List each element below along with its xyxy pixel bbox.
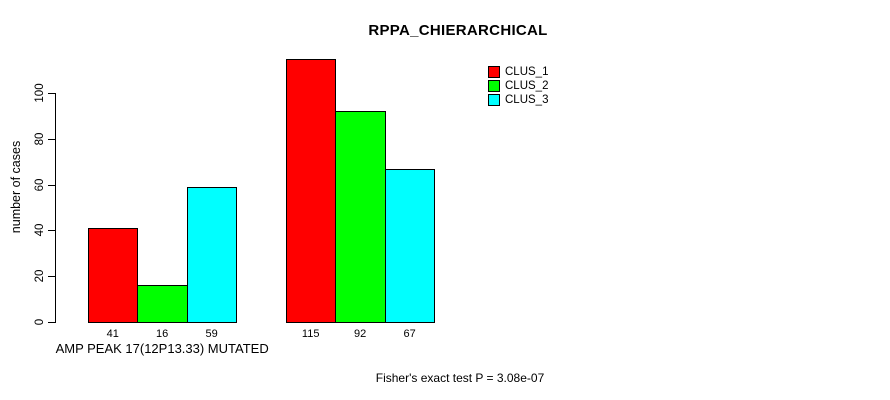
- legend-label: CLUS_2: [505, 80, 549, 92]
- bar-clus_3-group2: [384, 168, 436, 323]
- bar-value-label: 115: [301, 328, 320, 340]
- legend-swatch-clus_3: [488, 94, 500, 106]
- y-axis-tick: [48, 276, 55, 278]
- y-axis-tick: [48, 138, 55, 140]
- legend-item: CLUS_2: [488, 79, 548, 93]
- fisher-test-annotation: Fisher's exact test P = 3.08e-07: [375, 371, 545, 385]
- legend-swatch-clus_2: [488, 80, 500, 92]
- bar-value-label: 16: [156, 328, 169, 340]
- y-axis-line: [55, 93, 56, 323]
- y-axis-tick-label: 60: [34, 178, 46, 191]
- bar-value-label: 41: [106, 328, 119, 340]
- y-axis-tick-label: 100: [34, 83, 46, 103]
- y-axis-tick-label: 20: [34, 269, 46, 283]
- y-axis-tick: [48, 230, 55, 232]
- y-axis-tick: [48, 184, 55, 186]
- x-axis-category-label: AMP PEAK 17(12P13.33) MUTATED: [55, 341, 269, 356]
- bar-clus_2-group1: [137, 285, 188, 323]
- y-axis-tick: [48, 322, 55, 323]
- legend-label: CLUS_1: [505, 66, 549, 78]
- y-axis-tick-label: 40: [34, 223, 46, 237]
- y-axis-tick-label: 80: [34, 132, 46, 146]
- legend-item: CLUS_1: [488, 65, 548, 79]
- y-axis-tick: [48, 93, 55, 94]
- bar-clus_2-group2: [335, 111, 386, 323]
- legend-swatch-clus_1: [488, 66, 500, 78]
- legend-label: CLUS_3: [505, 94, 549, 106]
- bar-value-label: 67: [403, 328, 416, 340]
- bar-clus_1-group1: [88, 228, 139, 323]
- y-axis-tick-label: 0: [34, 318, 46, 326]
- bar-value-label: 92: [354, 328, 367, 340]
- bar-value-label: 59: [205, 328, 218, 340]
- bar-clus_1-group2: [286, 58, 337, 323]
- chart-title: RPPA_CHIERARCHICAL: [368, 22, 548, 39]
- bar-clus_3-group1: [186, 186, 238, 323]
- legend-item: CLUS_3: [488, 93, 548, 107]
- legend: CLUS_1 CLUS_2 CLUS_3: [488, 65, 548, 107]
- y-axis-label: number of cases: [9, 140, 23, 234]
